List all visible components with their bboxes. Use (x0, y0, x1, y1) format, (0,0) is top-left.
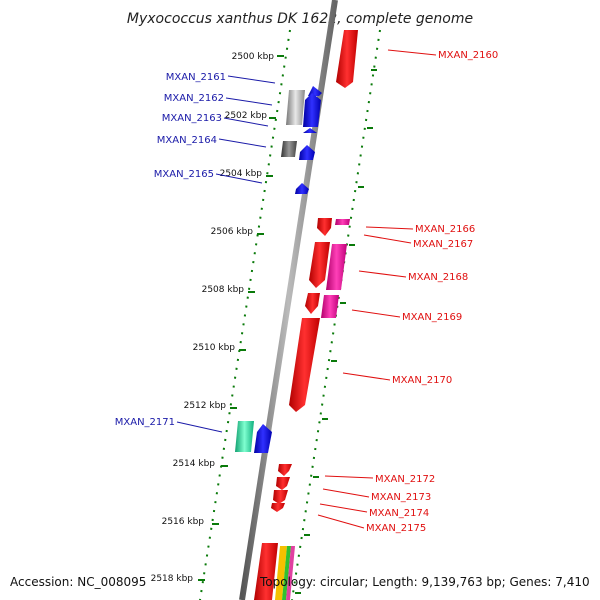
gene-MXAN_2174[interactable] (273, 490, 288, 504)
tick-labels: 2500 kbp 2502 kbp 2504 kbp 2506 kbp 2508… (151, 52, 275, 584)
genome-backbone (239, 0, 338, 600)
gene-label[interactable]: MXAN_2163 (162, 113, 222, 124)
forward-genes (254, 30, 358, 600)
gene-MXAN_2162-gray[interactable] (286, 90, 305, 125)
tick-label: 2506 kbp (211, 227, 254, 237)
gene-MXAN_2167[interactable] (335, 219, 350, 225)
gene-MXAN_2160[interactable] (336, 30, 358, 88)
gene-label[interactable]: MXAN_2170 (392, 375, 452, 386)
gene-label[interactable]: MXAN_2171 (115, 417, 175, 428)
topology-text: Topology: circular; Length: 9,139,763 bp… (259, 575, 590, 589)
reverse-genes (235, 86, 322, 453)
gene-block-bottom-multi-3 (286, 546, 295, 600)
gene-MXAN_2164-gray[interactable] (281, 141, 297, 157)
right-leaders (317, 49, 437, 529)
gene-label[interactable]: MXAN_2160 (438, 50, 498, 61)
gene-MXAN_2173[interactable] (276, 477, 290, 490)
tick-label: 2516 kbp (162, 517, 205, 527)
gene-block-bottom-multi (275, 546, 287, 600)
tick-label: 2512 kbp (184, 401, 227, 411)
gene-MXAN_2168[interactable] (326, 244, 347, 290)
tick-label: 2502 kbp (225, 111, 268, 121)
gene-MXAN_2175[interactable] (271, 503, 285, 512)
gene-label[interactable]: MXAN_2165 (154, 169, 214, 180)
gene-label[interactable]: MXAN_2172 (375, 474, 435, 485)
gene-MXAN_2165[interactable] (295, 183, 309, 194)
right-gene-labels: MXAN_2160 MXAN_2166 MXAN_2167 MXAN_2168 … (366, 50, 498, 534)
left-gene-labels: MXAN_2161 MXAN_2162 MXAN_2163 MXAN_2164 … (115, 72, 226, 428)
tick-label: 2514 kbp (173, 459, 216, 469)
gene-label[interactable]: MXAN_2162 (164, 93, 224, 104)
gene-MXAN_2168-a[interactable] (309, 242, 330, 288)
left-ticks (198, 55, 284, 581)
map-title: Myxococcus xanthus DK 1622, complete gen… (127, 11, 473, 27)
gene-label[interactable]: MXAN_2175 (366, 523, 426, 534)
gene-label[interactable]: MXAN_2169 (402, 312, 462, 323)
gene-MXAN_2163[interactable] (303, 128, 317, 133)
gene-MXAN_2169[interactable] (321, 295, 339, 318)
gene-label[interactable]: MXAN_2166 (415, 224, 475, 235)
gene-MXAN_2162[interactable] (303, 93, 321, 127)
gene-MXAN_2170[interactable] (289, 318, 320, 412)
gene-label[interactable]: MXAN_2167 (413, 239, 473, 250)
tick-label: 2508 kbp (202, 285, 245, 295)
gene-MXAN_2171[interactable] (254, 424, 272, 453)
gene-MXAN_2171-teal[interactable] (235, 421, 254, 452)
gene-MXAN_2169-a[interactable] (305, 293, 320, 314)
gene-label[interactable]: MXAN_2164 (157, 135, 217, 146)
tick-label: 2510 kbp (193, 343, 236, 353)
gene-label[interactable]: MXAN_2168 (408, 272, 468, 283)
gene-MXAN_2166[interactable] (317, 218, 332, 236)
left-track-line (199, 29, 291, 600)
gene-block-bottom-multi-2 (282, 546, 291, 600)
gene-block-bottom-red[interactable] (254, 543, 278, 600)
right-ticks (295, 69, 377, 594)
gene-label[interactable]: MXAN_2174 (369, 508, 429, 519)
left-leaders (176, 75, 276, 433)
gene-label[interactable]: MXAN_2173 (371, 492, 431, 503)
tick-label: 2518 kbp (151, 574, 194, 584)
accession-text: Accession: NC_008095 (10, 575, 146, 589)
tick-label: 2504 kbp (220, 169, 263, 179)
gene-MXAN_2172[interactable] (278, 464, 292, 476)
gene-label[interactable]: MXAN_2161 (166, 72, 226, 83)
gene-MXAN_2164[interactable] (299, 145, 315, 160)
tick-label: 2500 kbp (232, 52, 275, 62)
